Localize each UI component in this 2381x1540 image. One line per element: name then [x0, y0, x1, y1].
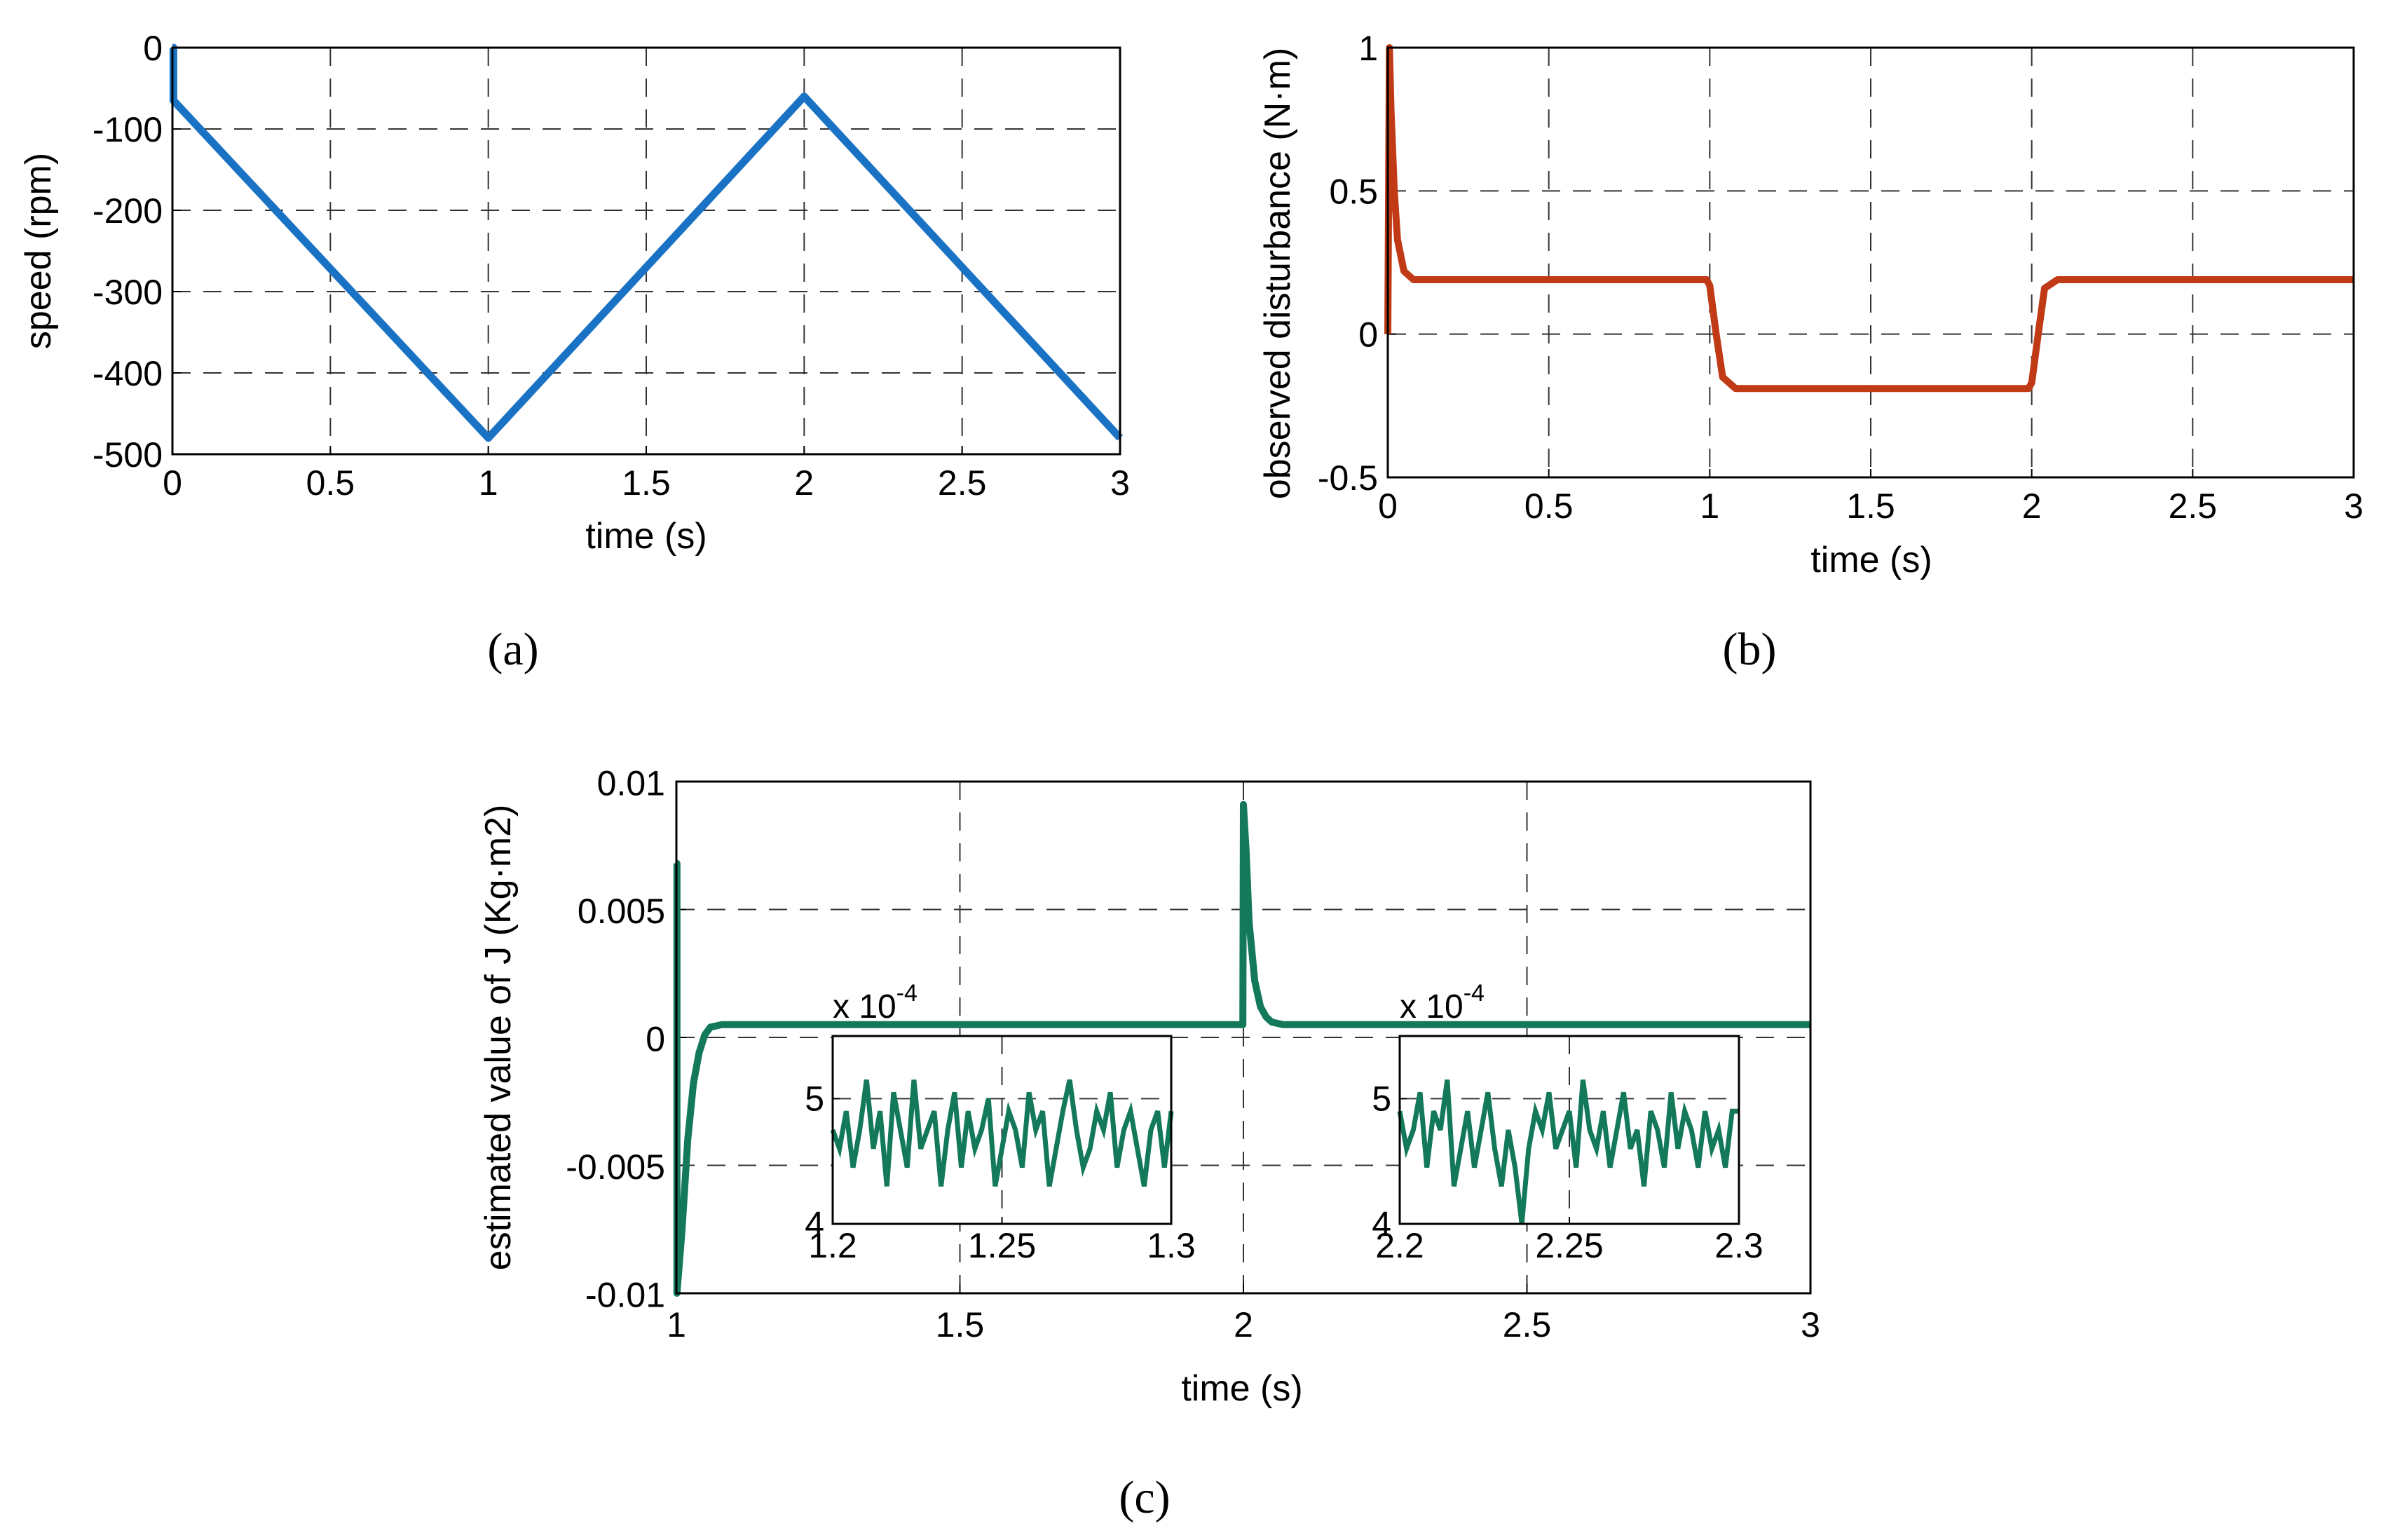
chart-c-y-ticks: 0.01 0.005 0 -0.005 -0.01 — [566, 763, 686, 1314]
caption-c: (c) — [1119, 1472, 1170, 1523]
chart-c-inset-2: 2.2 2.25 2.3 54 x 10-4 — [1372, 980, 1763, 1265]
chart-c-inset-1-x-ticks: 1.2 1.25 1.3 — [808, 1217, 1196, 1265]
caption-b: (b) — [1723, 624, 1777, 675]
chart-a-x-ticks: 0 0.5 1 1.5 2 2.5 3 — [163, 446, 1130, 503]
chart-a-x-tick-label: 0.5 — [306, 463, 355, 503]
chart-c-inset-1-frame — [831, 1035, 1173, 1225]
chart-c-inset-2-y-tick-label: 5 — [1372, 1079, 1391, 1119]
chart-a-y-tick-label: -500 — [93, 435, 163, 475]
chart-c-inset-2-multiplier: x 10-4 — [1400, 980, 1485, 1025]
caption-a: (a) — [487, 624, 538, 675]
chart-b-x-ticks: 0 0.5 1 1.5 2 2.5 3 — [1378, 469, 2363, 526]
chart-a: 0 0.5 1 1.5 2 2.5 3 0 -100 -200 -300 -400 -500 time… — [18, 29, 1130, 675]
chart-a-y-axis-label: speed (rpm) — [18, 153, 59, 349]
chart-a-gridlines — [172, 48, 1120, 454]
chart-b-x-tick-label: 0.5 — [1524, 486, 1574, 526]
chart-c-x-tick-label: 1.5 — [936, 1305, 985, 1344]
chart-a-x-tick-label: 2.5 — [938, 463, 987, 503]
chart-b-y-tick-label: -0.5 — [1318, 458, 1378, 498]
chart-c-y-tick-label: -0.005 — [566, 1147, 665, 1187]
chart-b-x-tick-label: 0 — [1378, 486, 1398, 526]
chart-c-y-tick-label: -0.01 — [585, 1275, 665, 1314]
chart-c-inset-1-x-tick-label: 1.2 — [808, 1226, 857, 1265]
chart-c-y-axis-label: estimated value of J (Kg·m2) — [478, 805, 519, 1271]
chart-c-x-tick-label: 3 — [1801, 1305, 1820, 1344]
chart-a-x-tick-label: 0 — [163, 463, 182, 503]
chart-a-y-tick-label: 0 — [143, 29, 163, 68]
chart-c-inset-2-frame — [1398, 1035, 1740, 1225]
chart-a-plot-frame — [171, 46, 1121, 456]
chart-b-y-tick-label: 1 — [1358, 29, 1378, 68]
chart-a-y-ticks: 0 -100 -200 -300 -400 -500 — [93, 29, 181, 475]
chart-a-y-tick-label: -400 — [93, 354, 163, 393]
chart-b-y-axis-label: observed disturbance (N·m) — [1257, 48, 1298, 499]
chart-c-inset-1-series-line — [830, 1079, 1174, 1187]
chart-c-y-tick-label: 0.01 — [597, 763, 665, 803]
chart-a-y-tick-label: -200 — [93, 191, 163, 231]
chart-b-x-tick-label: 2.5 — [2169, 486, 2218, 526]
chart-c-x-tick-label: 2 — [1234, 1305, 1253, 1344]
chart-c-inset-2-x-tick-label: 2.25 — [1535, 1226, 1603, 1265]
chart-c-inset-1: 1.2 1.25 1.3 54 x 10-4 — [805, 980, 1196, 1265]
chart-c-plot-frame — [675, 780, 1812, 1295]
chart-c: 1 1.5 2 2.5 3 0.01 0.005 0 -0.005 -0.01 time (s)… — [478, 763, 1820, 1523]
chart-c-inset-2-series-line — [1397, 1079, 1739, 1225]
chart-b-x-axis-label: time (s) — [1810, 540, 1932, 580]
chart-a-y-tick-label: -300 — [93, 273, 163, 312]
chart-b-x-tick-label: 3 — [2344, 486, 2363, 526]
chart-c-inset-2-y-tick-label: 4 — [1372, 1204, 1391, 1243]
chart-b-series — [1384, 44, 2354, 393]
chart-b-plot-frame — [1386, 46, 2355, 479]
chart-a-x-axis-label: time (s) — [585, 516, 707, 557]
chart-c-inset-1-x-tick-label: 1.25 — [968, 1226, 1036, 1265]
chart-c-inset-1-y-tick-label: 5 — [805, 1079, 824, 1119]
chart-a-y-tick-label: -100 — [93, 110, 163, 149]
chart-c-x-tick-label: 1 — [667, 1305, 686, 1344]
chart-b-y-tick-label: 0 — [1358, 315, 1378, 355]
chart-c-y-tick-label: 0 — [646, 1019, 665, 1058]
chart-b-x-tick-label: 1 — [1700, 486, 1719, 526]
chart-c-inset-2-x-tick-label: 2.3 — [1714, 1226, 1763, 1265]
chart-b-x-tick-label: 1.5 — [1846, 486, 1895, 526]
chart-c-inset-1-series — [830, 1079, 1174, 1187]
chart-c-inset-1-y-tick-label: 4 — [805, 1204, 824, 1243]
chart-b-series-line — [1384, 44, 2354, 393]
chart-a-x-tick-label: 3 — [1110, 463, 1130, 503]
chart-c-inset-2-y-ticks: 54 — [1372, 1079, 1407, 1243]
chart-c-y-tick-label: 0.005 — [578, 892, 665, 931]
chart-c-x-axis-label: time (s) — [1181, 1368, 1302, 1409]
chart-c-inset-1-multiplier: x 10-4 — [833, 980, 917, 1025]
chart-a-x-tick-label: 1.5 — [622, 463, 671, 503]
chart-b-y-tick-label: 0.5 — [1329, 172, 1378, 211]
chart-c-inset-2-x-tick-label: 2.2 — [1375, 1226, 1424, 1265]
chart-b: 0 0.5 1 1.5 2 2.5 3 10.50-0.5 time (s) observe… — [1257, 29, 2363, 675]
chart-c-inset-1-gridlines — [833, 1036, 1171, 1224]
chart-a-x-tick-label: 2 — [794, 463, 814, 503]
chart-c-inset-2-series — [1397, 1079, 1739, 1225]
chart-c-x-ticks: 1 1.5 2 2.5 3 — [667, 1283, 1820, 1344]
chart-b-gridlines — [1388, 48, 2354, 477]
chart-c-inset-1-x-tick-label: 1.3 — [1147, 1226, 1196, 1265]
chart-c-series-line — [673, 800, 1810, 1297]
chart-a-x-tick-label: 1 — [479, 463, 498, 503]
chart-b-x-tick-label: 2 — [2022, 486, 2042, 526]
chart-b-y-ticks: 1 0.5 0 -0.5 — [1318, 29, 1396, 498]
chart-c-series — [673, 800, 1810, 1297]
chart-c-x-tick-label: 2.5 — [1503, 1305, 1552, 1344]
chart-c-inset-1-y-ticks: 54 — [805, 1079, 840, 1243]
